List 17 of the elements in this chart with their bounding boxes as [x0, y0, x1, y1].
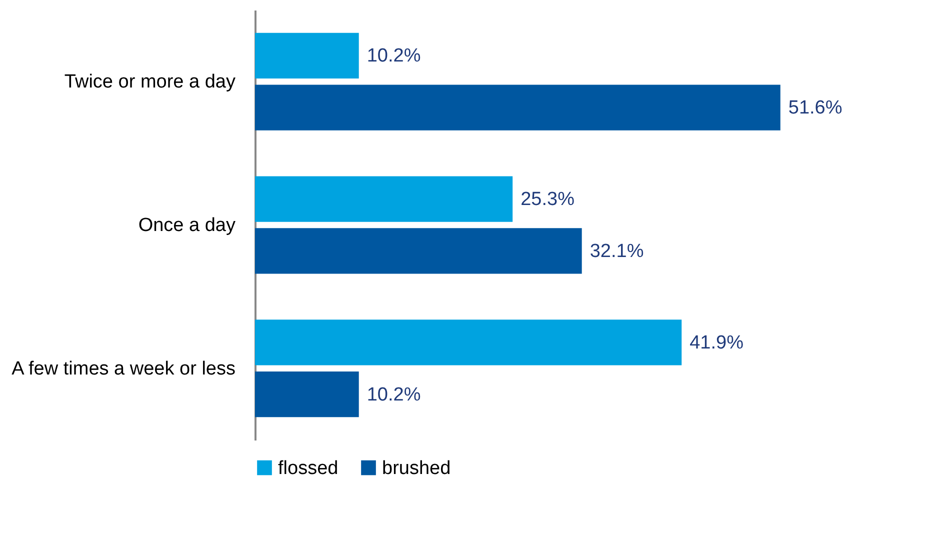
bar [255, 176, 513, 222]
bar [255, 228, 582, 274]
data-label: 25.3% [520, 189, 575, 210]
y-tick-label: Twice or more a day [64, 72, 236, 93]
bar [255, 84, 780, 130]
data-label: 10.2% [366, 46, 421, 67]
bar [255, 320, 682, 366]
data-label: 10.2% [366, 384, 421, 406]
y-tick-label: A few times a week or less [12, 358, 236, 380]
y-tick-label: Once a day [138, 215, 236, 236]
legend-label: brushed [382, 458, 451, 479]
data-label: 51.6% [788, 98, 842, 119]
data-label: 32.1% [590, 240, 644, 262]
bar [255, 371, 359, 418]
legend-label: flossed [278, 458, 338, 479]
data-label: 41.9% [690, 332, 744, 354]
bar [255, 32, 359, 79]
